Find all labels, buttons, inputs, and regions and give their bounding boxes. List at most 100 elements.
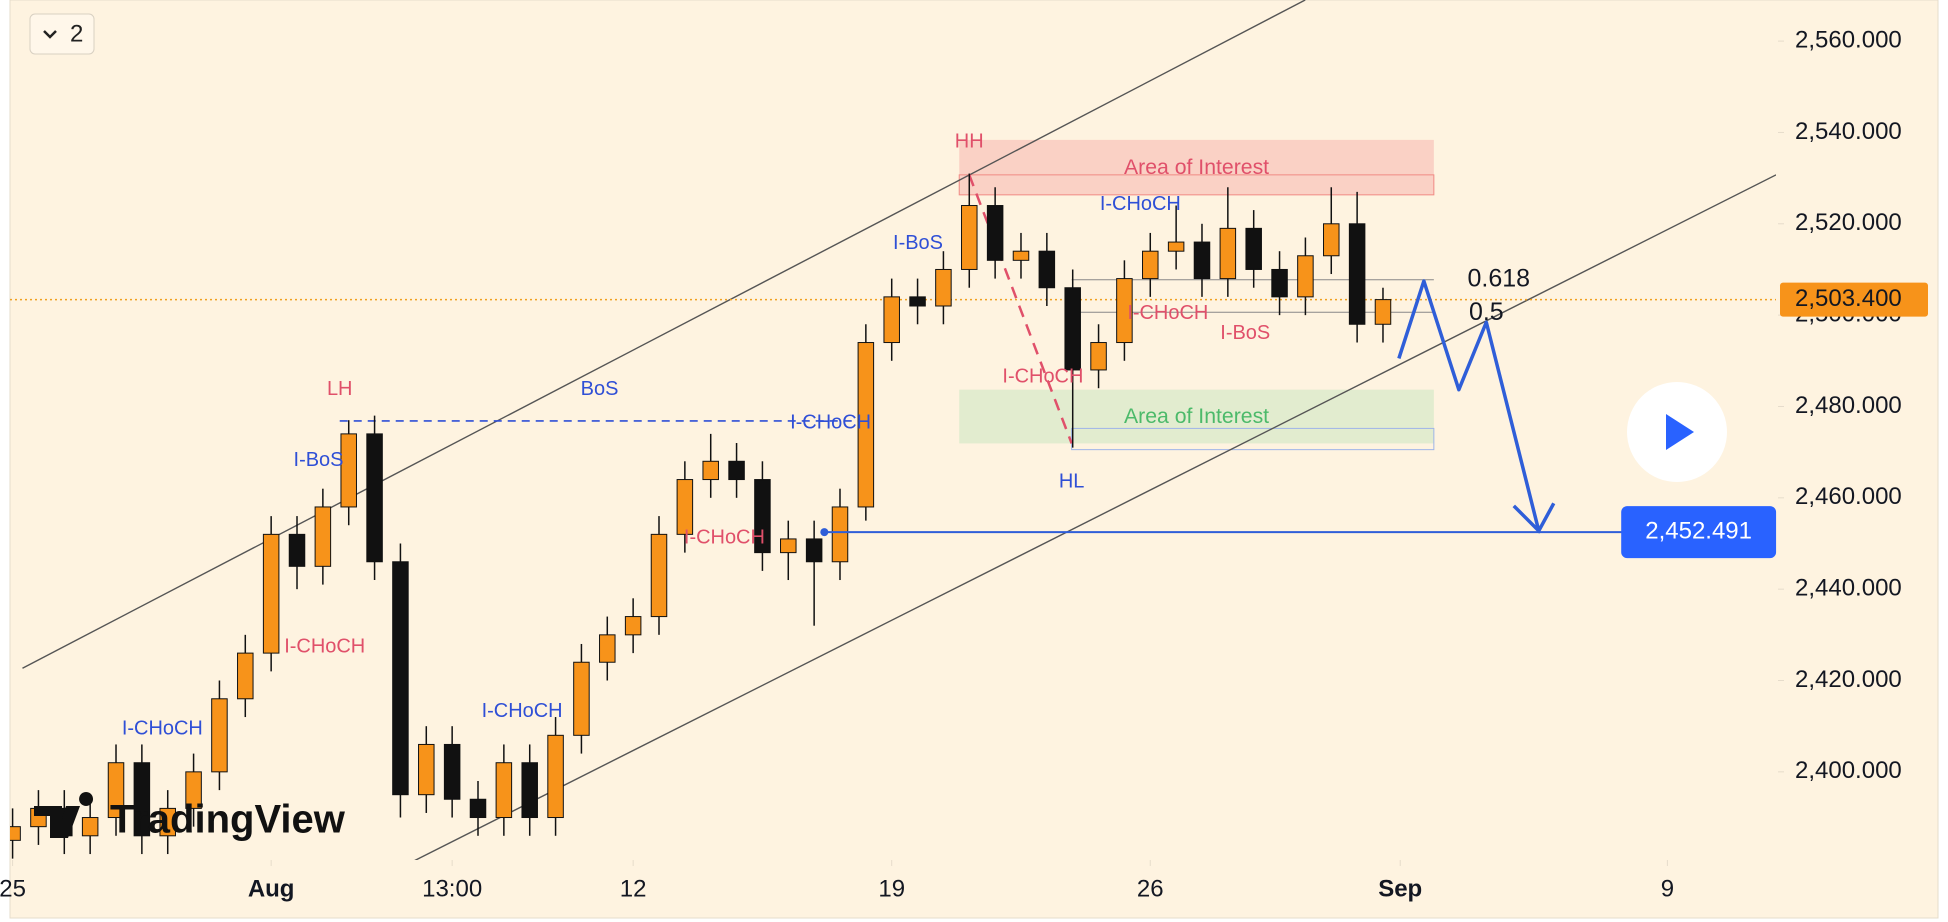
annotation: BoS bbox=[581, 378, 619, 400]
x-tick-label: 19 bbox=[878, 875, 905, 902]
target-anchor bbox=[820, 528, 829, 537]
candle-body bbox=[599, 634, 616, 663]
candle-body bbox=[185, 771, 202, 809]
annotation: I-CHoCH bbox=[122, 718, 203, 740]
x-tick-label: 26 bbox=[1137, 875, 1164, 902]
candle-body bbox=[1116, 278, 1133, 344]
candle-body bbox=[883, 296, 900, 344]
candle-body bbox=[159, 807, 176, 837]
play-icon bbox=[1666, 414, 1694, 450]
y-tick-label: 2,480.000 bbox=[1795, 392, 1902, 419]
candle-body bbox=[780, 538, 797, 554]
candle-body bbox=[1323, 223, 1340, 257]
annotation: I-CHoCH bbox=[790, 412, 871, 434]
annotation: 0.618 bbox=[1468, 264, 1530, 292]
candle-body bbox=[961, 205, 978, 270]
x-tick-label: 9 bbox=[1661, 875, 1674, 902]
candle-body bbox=[1374, 299, 1392, 325]
candle-body bbox=[935, 268, 952, 307]
x-tick-label: Sep bbox=[1378, 875, 1422, 902]
candle-body bbox=[81, 817, 99, 837]
candle-body bbox=[909, 296, 926, 307]
candle-body bbox=[857, 342, 875, 508]
candle-body bbox=[237, 652, 254, 700]
toolbar-button[interactable] bbox=[29, 13, 95, 55]
annotation: 0.5 bbox=[1469, 298, 1504, 326]
annotation: HL bbox=[1059, 470, 1085, 492]
candle-body bbox=[728, 460, 745, 481]
target-price-box bbox=[1621, 506, 1777, 559]
chevron-icon bbox=[43, 30, 57, 39]
candle-body bbox=[288, 533, 306, 567]
candle-body bbox=[624, 616, 642, 636]
candle-body bbox=[107, 762, 125, 819]
candle-body bbox=[547, 734, 564, 819]
target-price-label: 2,452.491 bbox=[1645, 517, 1752, 544]
candle-body bbox=[262, 533, 280, 654]
chart-background bbox=[9, 0, 1939, 919]
area-of-interest-demand-band bbox=[1071, 427, 1435, 451]
y-tick-label: 2,520.000 bbox=[1795, 209, 1902, 236]
current-price-label: 2,503.400 bbox=[1795, 285, 1902, 312]
toolbar-count: 2 bbox=[70, 20, 83, 47]
layers: 2,400.000 2,420.000 2,440.000 2,460.000 2,48… bbox=[0, 0, 1928, 902]
candle-body bbox=[443, 743, 461, 800]
y-tick-label: 2,560.000 bbox=[1795, 26, 1902, 53]
channel-lower bbox=[414, 174, 1776, 860]
candle-body bbox=[1245, 227, 1262, 270]
candle-body bbox=[702, 460, 719, 481]
candle-body bbox=[10, 826, 21, 841]
annotation: I-BoS bbox=[294, 449, 344, 471]
area-of-interest-supply bbox=[959, 139, 1434, 195]
candle-body bbox=[676, 479, 694, 535]
area-of-interest-supply-band bbox=[958, 174, 1435, 196]
plot-area bbox=[10, 0, 1776, 860]
annotation: I-CHoCH bbox=[1002, 365, 1083, 387]
candle-body bbox=[366, 433, 383, 563]
candle-body bbox=[340, 433, 357, 508]
annotation: I-CHoCH bbox=[684, 527, 765, 549]
candle-body bbox=[521, 762, 538, 819]
y-tick-label: 2,440.000 bbox=[1795, 575, 1902, 602]
candle-body bbox=[211, 698, 228, 773]
x-tick-label: 13:00 bbox=[422, 875, 482, 902]
annotation: I-BoS bbox=[1220, 322, 1270, 344]
channel-upper bbox=[22, 0, 1306, 669]
candle-body bbox=[831, 506, 849, 563]
current-price-box bbox=[1780, 282, 1928, 317]
y-tick-label: 2,540.000 bbox=[1795, 118, 1902, 145]
candle-body bbox=[1167, 241, 1185, 252]
candle-body bbox=[754, 479, 771, 554]
candle-body bbox=[1090, 342, 1107, 371]
candle-body bbox=[1193, 241, 1211, 280]
candle-body bbox=[650, 533, 668, 618]
candle-body bbox=[1271, 268, 1288, 298]
candle-body bbox=[1297, 255, 1314, 298]
candle-body bbox=[418, 743, 435, 796]
candle-body bbox=[1012, 250, 1030, 261]
logo: TradingView bbox=[34, 792, 346, 842]
logo-mark bbox=[34, 792, 94, 838]
annotation: LH bbox=[327, 378, 353, 400]
annotation: I-CHoCH bbox=[284, 635, 365, 657]
candle-body bbox=[1348, 223, 1366, 325]
candle-body bbox=[1142, 250, 1159, 280]
watermark: TradingView bbox=[110, 798, 346, 842]
x-tick-label: 12 bbox=[620, 875, 647, 902]
candle-body bbox=[314, 506, 332, 567]
candle-body bbox=[1038, 250, 1056, 289]
x-tick-label: Aug bbox=[248, 875, 295, 902]
annotation: I-CHoCH bbox=[1127, 302, 1208, 324]
area-of-interest-demand bbox=[959, 389, 1434, 444]
candle-body bbox=[392, 561, 409, 796]
annotation: I-CHoCH bbox=[1100, 193, 1181, 215]
annotation: I-CHoCH bbox=[482, 700, 563, 722]
projection-arrowhead bbox=[1512, 502, 1556, 534]
candle-body bbox=[469, 798, 487, 819]
candle-body bbox=[495, 762, 513, 819]
projection-path bbox=[1397, 279, 1541, 532]
annotation: I-BoS bbox=[893, 232, 943, 254]
candle-body bbox=[573, 661, 590, 736]
annotation: Area of Interest bbox=[1124, 156, 1269, 179]
